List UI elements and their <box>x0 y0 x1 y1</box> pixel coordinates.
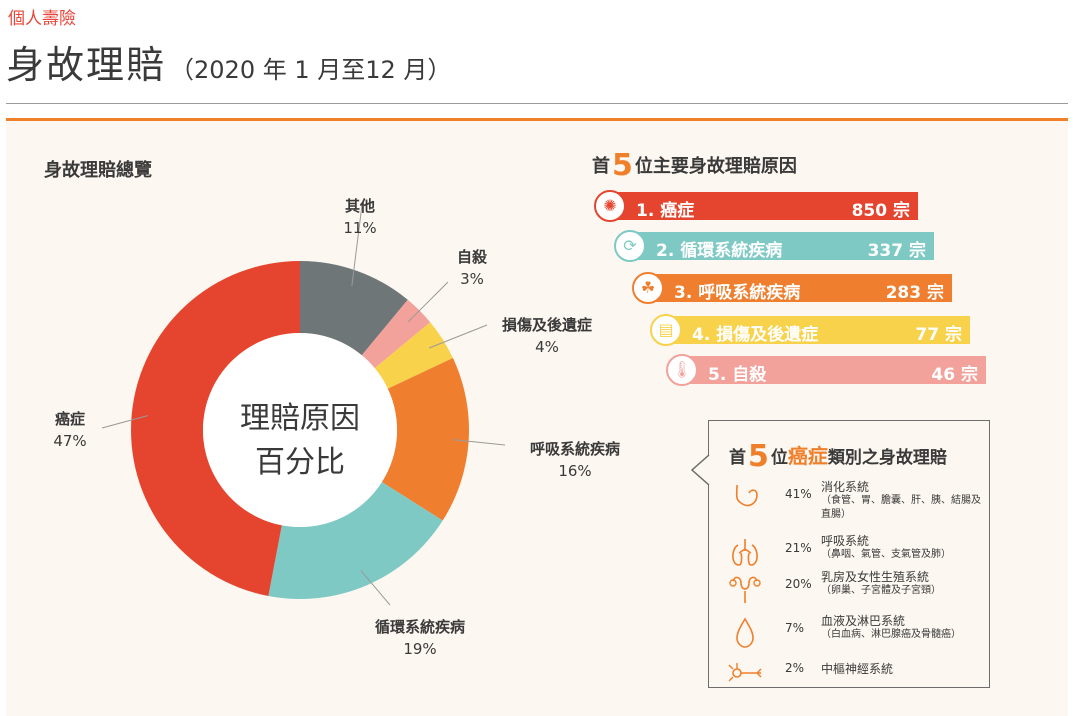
category-label: 個人壽險 <box>8 9 76 29</box>
page-title: 身故理賠 （2020 年 1 月至12 月） <box>6 34 451 89</box>
cancer-row-detail: （白血病、淋巴腺癌及骨髓癌） <box>821 629 961 640</box>
bar-2: 2. 循環系統疾病 337 宗 <box>632 232 934 261</box>
cancer-row-pct: 7% <box>785 621 805 635</box>
cancer-row-pct: 2% <box>785 661 805 675</box>
donut-label-name: 其他 <box>344 197 375 215</box>
blood-drop-icon <box>736 617 754 648</box>
donut-label-name: 自殺 <box>456 248 487 266</box>
cancer-title-number: 5 <box>748 439 769 474</box>
donut-label-value: 4% <box>535 338 559 356</box>
cancer-row-pct: 21% <box>785 541 812 555</box>
thermometer-icon: 🌡 <box>666 354 698 386</box>
donut-label-5: 癌症 47% <box>30 408 110 452</box>
top5-title: 首5 位主要身故理賠原因 <box>592 148 797 183</box>
cancer-row-detail: （食管、胃、膽囊、肝、胰、結腸及直腸） <box>821 495 981 520</box>
donut-label-0: 其他 11% <box>320 195 400 239</box>
donut-leader-1 <box>407 281 449 323</box>
donut-label-4: 循環系統疾病 19% <box>350 616 490 660</box>
donut-label-name: 呼吸系統疾病 <box>529 440 620 458</box>
cancer-row: 2% 中樞神經系統 <box>709 653 989 693</box>
cancer-row-pct: 20% <box>785 577 812 591</box>
cancer-row: 41% 消化系統 （食管、胃、膽囊、肝、胰、結腸及直腸） <box>709 479 989 520</box>
donut-slice-3 <box>381 358 469 521</box>
bar-value: 337 宗 <box>867 241 926 261</box>
donut-label-value: 47% <box>53 432 87 450</box>
cancer-row: 7% 血液及淋巴系統 （白血病、淋巴腺癌及骨髓癌） <box>709 613 989 653</box>
donut-label-name: 損傷及後遺症 <box>501 316 592 334</box>
donut-center-line2: 百分比 <box>255 445 345 480</box>
stomach-icon <box>735 484 758 507</box>
donut-slice-5 <box>131 261 300 597</box>
donut-label-2: 損傷及後遺症 4% <box>482 314 612 358</box>
top5-title-prefix: 首 <box>592 156 610 177</box>
donut-slice-2 <box>374 322 453 389</box>
cancer-title-highlight: 癌症 <box>787 444 828 468</box>
bar-label: 3. 呼吸系統疾病 <box>674 283 801 303</box>
donut-slice-0 <box>300 261 408 356</box>
donut-center-label: 理賠原因 百分比 <box>220 397 380 485</box>
donut-leader-0 <box>351 204 363 287</box>
cancer-row-name: 呼吸系統 <box>821 534 870 548</box>
bar-value: 283 宗 <box>885 283 944 303</box>
bar-3: 3. 呼吸系統疾病 283 宗 <box>650 274 952 303</box>
bar-value: 850 宗 <box>851 201 910 221</box>
neuron-icon <box>728 663 762 682</box>
bar-5: 5. 自殺 46 宗 <box>684 356 986 385</box>
donut-label-name: 癌症 <box>54 410 85 428</box>
donut-leader-2 <box>428 324 488 349</box>
page-title-period: （2020 年 1 月至12 月） <box>170 56 452 84</box>
donut-label-1: 自殺 3% <box>432 246 512 290</box>
donut-label-value: 19% <box>403 640 437 658</box>
cancer-row-detail: （鼻咽、氣管、支氣管及肺） <box>821 549 951 560</box>
heart-circulation-icon: ⟳ <box>614 230 646 262</box>
cancer-row-detail: （卵巢、子宮體及子宮頸） <box>821 585 941 596</box>
donut-label-3: 呼吸系統疾病 16% <box>510 438 640 482</box>
cancer-title-mid: 位 <box>770 448 788 468</box>
cancer-row: 21% 呼吸系統 （鼻咽、氣管、支氣管及肺） <box>709 533 989 573</box>
cancer-row-name: 消化系統 <box>821 480 870 494</box>
donut-leader-3 <box>452 439 506 446</box>
page-title-text: 身故理賠 <box>6 43 167 87</box>
header-divider <box>6 103 1068 104</box>
cancer-row-name: 中樞神經系統 <box>821 662 894 676</box>
cancer-row-pct: 41% <box>785 487 812 501</box>
uterus-icon <box>729 576 761 603</box>
bar-label: 4. 損傷及後遺症 <box>692 325 819 345</box>
cancer-cell-icon: ✺ <box>594 190 626 222</box>
cancer-row-name: 血液及淋巴系統 <box>821 614 906 628</box>
cancer-top5-callout: 首5 位癌症類別之身故理賠 41% 消化系統 （食管、胃、膽囊、肝、胰、結腸及直腸） 2… <box>708 420 990 688</box>
cancer-title-prefix: 首 <box>729 448 746 468</box>
donut-label-value: 11% <box>343 219 377 237</box>
cancer-title-suffix: 類別之身故理賠 <box>827 448 947 468</box>
donut-leader-5 <box>101 415 148 429</box>
bar-1: 1. 癌症 850 宗 <box>612 192 918 221</box>
top5-title-number: 5 <box>612 148 633 183</box>
donut-label-value: 3% <box>460 270 484 288</box>
callout-pointer <box>690 455 710 485</box>
donut-label-name: 循環系統疾病 <box>374 618 465 636</box>
top5-title-suffix: 位主要身故理賠原因 <box>634 156 797 177</box>
header-accent-rule <box>6 118 1068 121</box>
donut-label-value: 16% <box>558 462 592 480</box>
cancer-top5-title: 首5 位癌症類別之身故理賠 <box>729 439 947 474</box>
overview-title: 身故理賠總覽 <box>44 160 152 181</box>
bar-label: 2. 循環系統疾病 <box>656 241 783 261</box>
cancer-row-name: 乳房及女性生殖系統 <box>821 570 930 584</box>
bandage-icon: ▤ <box>650 314 682 346</box>
lungs-outline-icon <box>732 539 758 566</box>
donut-slice-4 <box>268 481 443 599</box>
lungs-icon: ☘ <box>632 272 664 304</box>
bar-label: 5. 自殺 <box>708 365 767 385</box>
donut-hole <box>203 333 397 527</box>
bar-value: 77 宗 <box>915 325 962 345</box>
cancer-row: 20% 乳房及女性生殖系統 （卵巢、子宮體及子宮頸） <box>709 569 989 609</box>
donut-leader-4 <box>360 570 391 606</box>
donut-center-line1: 理賠原因 <box>240 401 360 436</box>
bar-value: 46 宗 <box>931 365 978 385</box>
bar-label: 1. 癌症 <box>636 201 695 221</box>
bar-4: 4. 損傷及後遺症 77 宗 <box>668 316 970 345</box>
